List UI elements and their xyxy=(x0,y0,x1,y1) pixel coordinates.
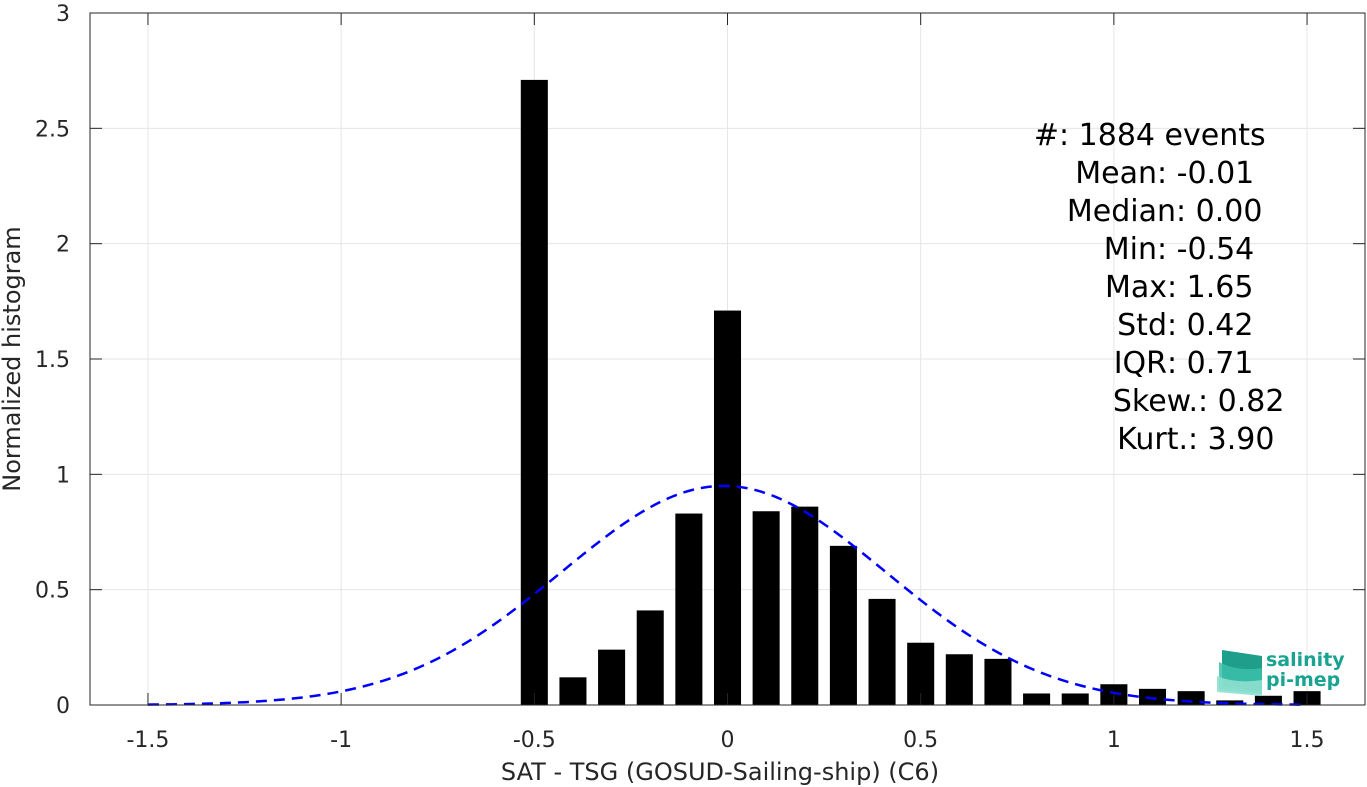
stat-value: : 0.71 xyxy=(1167,346,1253,381)
stat-label: # xyxy=(1034,118,1059,153)
histogram-bar xyxy=(559,677,587,705)
y-tick-label: 1.5 xyxy=(35,348,70,373)
stat-value: : 0.82 xyxy=(1198,384,1284,419)
stat-label: Median xyxy=(1067,194,1176,229)
histogram-bar xyxy=(868,598,896,705)
logo-text-salinity: salinity xyxy=(1266,649,1345,671)
histogram-bar xyxy=(520,79,548,706)
x-axis-label: SAT - TSG (GOSUD-Sailing-ship) (C6) xyxy=(501,758,939,786)
histogram-bar xyxy=(675,513,703,705)
stat-label: Kurt. xyxy=(1117,422,1188,457)
x-tick-label: -1.5 xyxy=(126,728,169,753)
histogram-bar xyxy=(791,506,819,705)
histogram-bar xyxy=(1061,693,1089,705)
histogram-bar xyxy=(636,610,664,705)
stat-value: : 0.42 xyxy=(1167,308,1253,343)
stat-label: Std xyxy=(1117,308,1167,343)
y-tick-label: 0 xyxy=(56,694,70,719)
histogram-bar xyxy=(598,649,626,705)
axis-ticks xyxy=(90,12,1365,706)
y-tick-label: 3 xyxy=(56,2,70,27)
histogram-bar xyxy=(752,511,780,705)
x-tick-label: -1 xyxy=(330,728,352,753)
stat-value: : 0.00 xyxy=(1176,194,1262,229)
histogram-bar xyxy=(1023,693,1051,705)
x-tick-label: 1 xyxy=(1107,728,1121,753)
x-tick-label: -0.5 xyxy=(513,728,556,753)
gaussian-fit-curve xyxy=(147,484,1308,706)
x-tick-labels: -1.5 -1 -0.5 0 0.5 1 1.5 xyxy=(126,728,1324,753)
histogram-bar xyxy=(1216,700,1244,705)
stat-value: : 1884 events xyxy=(1059,118,1266,153)
salinity-pi-mep-logo: salinity pi-mep xyxy=(1217,649,1345,696)
stat-value: : 3.90 xyxy=(1188,422,1274,457)
stat-label: Min xyxy=(1104,232,1157,267)
stat-label: Mean xyxy=(1075,156,1157,191)
histogram-bars xyxy=(520,79,1321,706)
stat-label: Max xyxy=(1105,270,1167,305)
y-tick-label: 2 xyxy=(56,233,70,258)
histogram-bar xyxy=(984,658,1012,705)
logo-text-pi-mep: pi-mep xyxy=(1266,669,1340,691)
x-tick-label: 1.5 xyxy=(1290,728,1325,753)
y-tick-label: 2.5 xyxy=(35,117,70,142)
stat-value: : 1.65 xyxy=(1167,270,1253,305)
histogram-bar xyxy=(1254,695,1282,705)
histogram-bar xyxy=(945,654,973,705)
histogram-bar xyxy=(1138,688,1167,705)
x-tick-label: 0 xyxy=(721,728,735,753)
stat-value: : -0.54 xyxy=(1157,232,1254,267)
stat-value: : -0.01 xyxy=(1157,156,1254,191)
y-tick-labels: 0 0.5 1 1.5 2 2.5 3 xyxy=(35,2,70,719)
y-tick-label: 1 xyxy=(56,463,70,488)
histogram-bar xyxy=(713,310,742,705)
stat-label: IQR xyxy=(1114,346,1167,381)
y-tick-label: 0.5 xyxy=(35,579,70,604)
stat-label: Skew. xyxy=(1113,384,1198,419)
logo-wave-icon xyxy=(1217,650,1262,696)
y-axis-label: Normalized histogram xyxy=(0,226,26,491)
x-tick-label: 0.5 xyxy=(903,728,938,753)
histogram-bar xyxy=(829,545,857,705)
